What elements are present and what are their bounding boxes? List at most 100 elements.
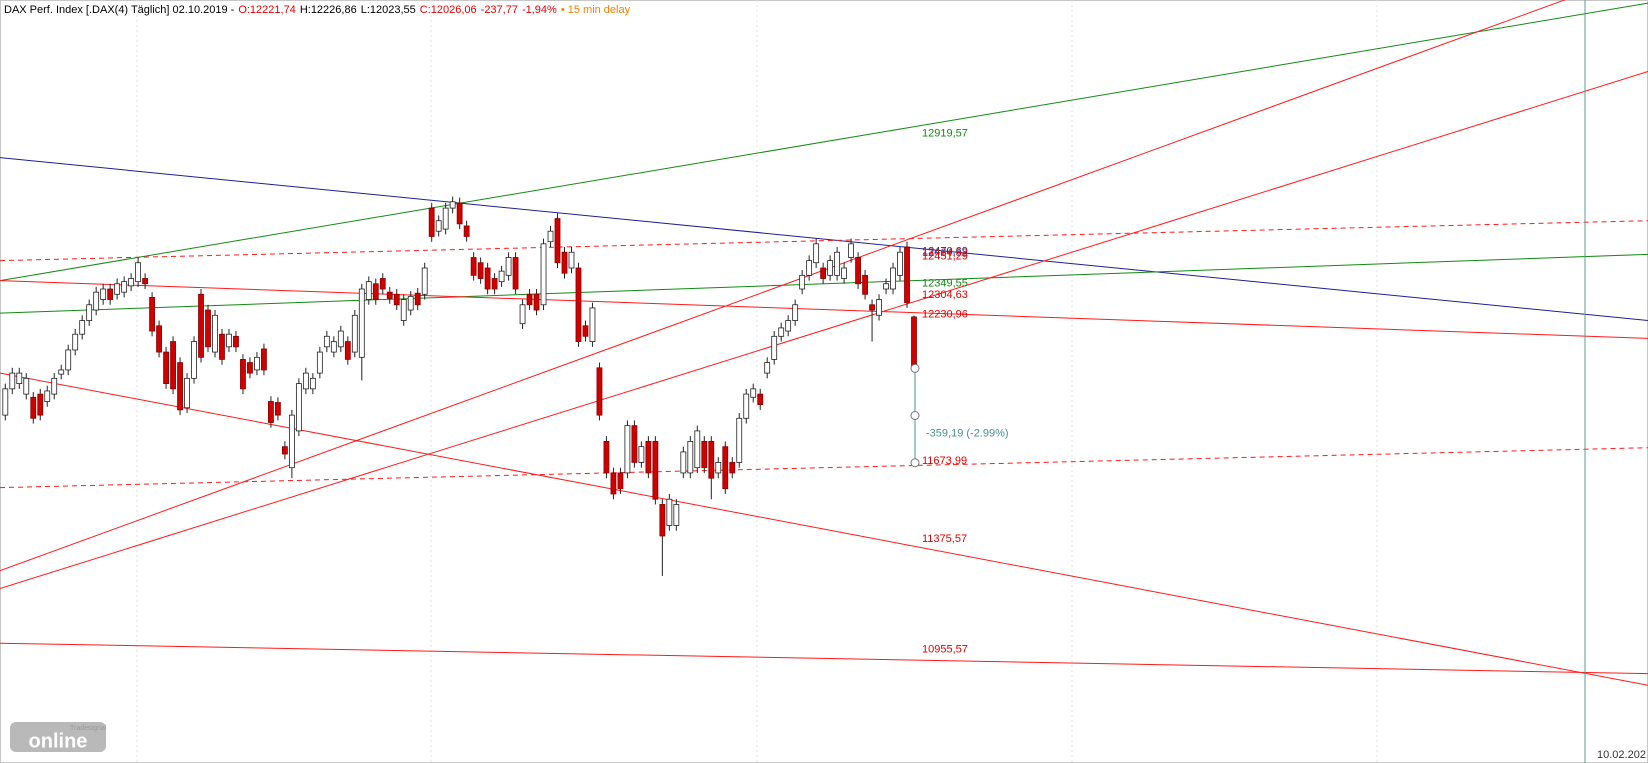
header-part: DAX Perf. Index [.DAX(4) Täglich] 02.10.… — [4, 4, 235, 16]
candle-body — [184, 377, 190, 409]
candle-body — [694, 430, 701, 469]
candle-body — [51, 377, 58, 395]
candle-body — [149, 297, 155, 332]
candle-body — [449, 201, 456, 209]
candle-body — [240, 359, 246, 390]
candle-body — [121, 281, 128, 293]
candle-body — [288, 414, 295, 469]
candle-body — [505, 257, 512, 276]
candle-body — [72, 333, 79, 351]
candle-body — [261, 348, 267, 371]
candle-body — [379, 278, 386, 290]
candle-body — [897, 251, 903, 276]
candle-body — [198, 293, 204, 358]
trendlines — [0, 0, 1648, 686]
candle-body — [876, 299, 882, 316]
candle-body — [575, 267, 582, 342]
candle-body — [421, 267, 428, 295]
candle-body — [638, 446, 645, 463]
candle-body — [848, 243, 854, 258]
candle-body — [722, 446, 729, 490]
candle-body — [729, 462, 736, 474]
candle-body — [372, 283, 379, 300]
candle-body — [37, 393, 44, 416]
header-part: • 15 min delay — [560, 4, 631, 16]
candle-body — [701, 441, 708, 469]
candle-body — [617, 472, 624, 490]
candle-body — [855, 257, 861, 285]
candle-body — [813, 243, 820, 264]
time-dividers — [136, 0, 1378, 763]
candle-body — [750, 388, 757, 398]
candle-body — [827, 260, 834, 276]
candle-body — [156, 325, 162, 353]
candle-body — [30, 396, 37, 419]
candle-body — [86, 304, 93, 321]
price-label: 12470,69 — [922, 245, 968, 257]
candle-body — [764, 362, 771, 374]
candle-body — [757, 393, 764, 406]
candle-body — [9, 372, 16, 390]
candle-body — [911, 316, 917, 369]
trendline — [0, 372, 1648, 686]
candle-body — [736, 417, 743, 463]
candle-body — [771, 335, 778, 360]
price-label: 12451,29 — [922, 251, 968, 263]
candle-body — [407, 295, 414, 311]
header-part: O:12221,74 — [238, 4, 296, 16]
candle-body — [295, 383, 302, 432]
candle-body — [58, 369, 65, 375]
candle-body — [673, 504, 680, 526]
candle-body — [708, 441, 715, 479]
candle-body — [533, 293, 540, 311]
candle-body — [100, 288, 107, 300]
candle-body — [834, 251, 841, 276]
candle-body — [624, 425, 631, 474]
candle-body — [386, 291, 393, 299]
candle-body — [519, 304, 526, 325]
candle-body — [428, 207, 435, 237]
candle-body — [785, 320, 792, 332]
candle-body — [799, 274, 806, 290]
header-part: L:12023,55 — [360, 4, 416, 16]
candle-body — [365, 281, 372, 300]
trendline — [0, 447, 1648, 489]
candle-body — [526, 293, 533, 306]
price-label: 12304,63 — [922, 289, 968, 301]
candle-body — [79, 320, 86, 335]
candle-body — [554, 218, 561, 264]
candle-body — [163, 351, 169, 385]
candle-body — [435, 220, 442, 232]
candle-body — [561, 251, 568, 274]
candle-body — [191, 341, 197, 379]
candle-body — [205, 309, 211, 348]
price-label: 10955,57 — [922, 644, 968, 656]
candle-body — [316, 351, 323, 374]
candle-body — [477, 262, 484, 279]
candle-body — [470, 257, 477, 276]
candle-body — [498, 270, 505, 283]
candle-body — [687, 441, 694, 474]
candle-body — [351, 314, 358, 353]
header-part: -237,77 — [480, 4, 518, 16]
candle-body — [582, 325, 589, 337]
candle-body — [414, 292, 421, 306]
candle-body — [484, 267, 491, 290]
trendline — [0, 70, 1648, 590]
candle-body — [2, 388, 9, 416]
candle-body — [281, 446, 288, 455]
price-label: 12464,52 — [922, 247, 968, 259]
candle-body — [302, 372, 309, 390]
measure-label: -359,19 (-2.99%) — [926, 427, 1009, 439]
header: DAX Perf. Index [.DAX(4) Täglich] 02.10.… — [4, 4, 630, 16]
candle-body — [142, 278, 149, 285]
candle-body — [323, 335, 330, 348]
price-label: 11375,57 — [922, 533, 967, 545]
candle-body — [344, 341, 351, 360]
candle-body — [890, 267, 896, 290]
candle-body — [631, 425, 638, 463]
candle-body — [589, 307, 596, 342]
candle-body — [841, 267, 847, 279]
